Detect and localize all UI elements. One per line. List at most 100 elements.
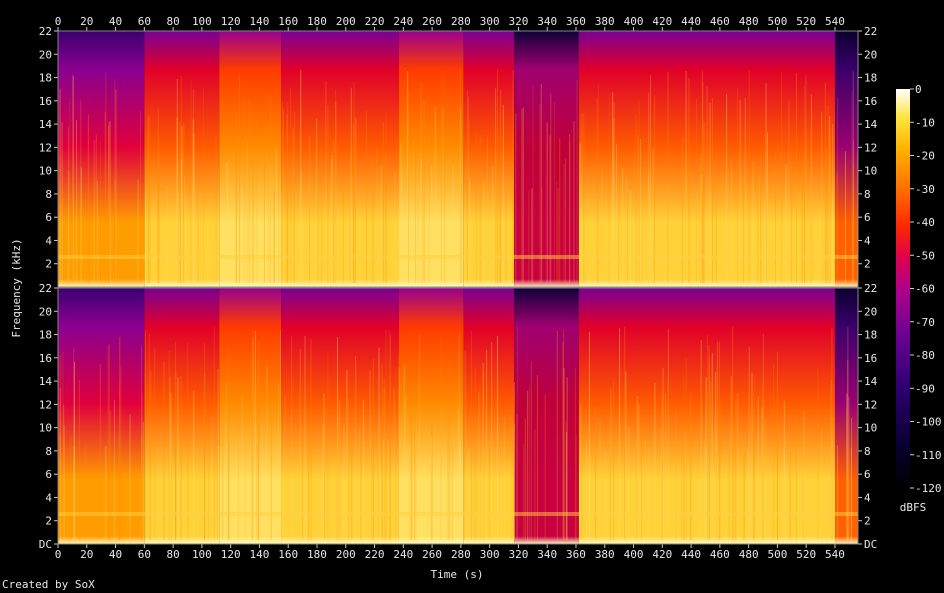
y-tick-label-left: 8 — [45, 188, 52, 201]
y-tick-label-right: 8 — [864, 188, 871, 201]
colorbar-gradient — [896, 89, 910, 488]
y-tick-label-left: 6 — [45, 468, 52, 481]
colorbar-tick-label: -80 — [915, 349, 935, 362]
x-tick-label: 340 — [537, 548, 557, 561]
x-tick-label: 540 — [825, 15, 845, 28]
spectrogram-axes: 0 0 20 20 40 40 60 60 80 80 100 100 120 120 140 140 160 1… — [39, 15, 878, 561]
y-tick-label-right: 14 — [864, 375, 878, 388]
x-tick-label: 60 — [138, 548, 151, 561]
panel-border — [57, 287, 859, 545]
y-tick-label-right: 14 — [864, 118, 878, 131]
y-tick-label-left: DC — [39, 538, 52, 551]
y-tick-label-left: 14 — [39, 118, 53, 131]
y-tick-label-right: 12 — [864, 141, 877, 154]
colorbar-tick-label: -10 — [915, 116, 935, 129]
colorbar-label: dBFS — [900, 501, 927, 514]
x-tick-label: 80 — [166, 548, 179, 561]
y-tick-label-right: 2 — [864, 515, 871, 528]
x-tick-label: 200 — [336, 548, 356, 561]
colorbar-tick-label: -110 — [915, 449, 942, 462]
x-tick-label: 20 — [80, 548, 93, 561]
y-tick-label-right: DC — [864, 538, 877, 551]
colorbar-tick-label: -120 — [915, 482, 942, 495]
x-tick-label: 280 — [451, 15, 471, 28]
credit-text: Created by SoX — [2, 578, 95, 591]
x-tick-label: 360 — [566, 15, 586, 28]
low-band — [58, 255, 858, 259]
y-tick-label-left: 18 — [39, 329, 52, 342]
spectrogram-segment — [399, 288, 464, 544]
y-tick-label-right: 6 — [864, 211, 871, 224]
y-tick-label-left: 16 — [39, 95, 52, 108]
colorbar-tick-label: -50 — [915, 249, 935, 262]
y-tick-label-right: 10 — [864, 165, 877, 178]
y-tick-label-right: 12 — [864, 398, 877, 411]
x-tick-label: 480 — [739, 15, 759, 28]
spectrogram-segment — [58, 31, 145, 287]
x-tick-label: 60 — [138, 15, 151, 28]
y-tick-label-left: 12 — [39, 398, 52, 411]
spectrogram-segment — [219, 288, 282, 544]
colorbar-tick-label: -100 — [915, 416, 942, 429]
spectrogram-segment — [144, 31, 220, 287]
x-tick-label: 440 — [681, 15, 701, 28]
x-tick-label: 80 — [166, 15, 179, 28]
spectrogram-segment — [463, 31, 515, 287]
y-tick-label-left: 10 — [39, 422, 52, 435]
spectrogram-segment — [144, 288, 220, 544]
x-tick-label: 320 — [508, 15, 528, 28]
x-tick-label: 520 — [796, 548, 816, 561]
spectrogram-segment — [834, 288, 858, 544]
spectrogram-segment — [219, 31, 282, 287]
y-tick-label-left: 16 — [39, 352, 52, 365]
y-tick-label-left: 22 — [39, 25, 52, 38]
spectrogram-segment — [578, 31, 835, 287]
x-tick-label: 300 — [480, 15, 500, 28]
y-tick-label-left: 8 — [45, 445, 52, 458]
x-tick-label: 200 — [336, 15, 356, 28]
colorbar-tick-label: -30 — [915, 183, 935, 196]
x-tick-label: 240 — [393, 548, 413, 561]
x-tick-label: 260 — [422, 548, 442, 561]
y-tick-label-left: 6 — [45, 211, 52, 224]
y-tick-label-right: 18 — [864, 72, 877, 85]
spectrogram-segment — [578, 288, 835, 544]
y-tick-label-left: 12 — [39, 141, 52, 154]
x-tick-label: 40 — [109, 548, 122, 561]
y-tick-label-right: 8 — [864, 445, 871, 458]
x-tick-label: 340 — [537, 15, 557, 28]
x-tick-label: 380 — [595, 15, 615, 28]
y-tick-label-right: 10 — [864, 422, 877, 435]
x-tick-label: 500 — [767, 15, 787, 28]
y-tick-label-right: 16 — [864, 352, 877, 365]
x-axis-title: Time (s) — [431, 568, 484, 581]
x-tick-label: 260 — [422, 15, 442, 28]
x-tick-label: 500 — [767, 548, 787, 561]
x-tick-label: 400 — [624, 548, 644, 561]
y-tick-label-left: 14 — [39, 375, 53, 388]
y-tick-label-right: 4 — [864, 234, 871, 247]
x-tick-label: 0 — [55, 15, 62, 28]
y-axis-title: Frequency (kHz) — [10, 238, 23, 337]
colorbar-tick-label: -20 — [915, 150, 935, 163]
x-tick-label: 140 — [250, 15, 270, 28]
x-tick-label: 460 — [710, 15, 730, 28]
colorbar-tick-label: -70 — [915, 316, 935, 329]
x-tick-label: 120 — [221, 548, 241, 561]
spectrogram-panels — [58, 31, 859, 544]
x-tick-label: 420 — [652, 548, 672, 561]
x-tick-label: 460 — [710, 548, 730, 561]
y-tick-label-right: 22 — [864, 25, 877, 38]
x-tick-label: 400 — [624, 15, 644, 28]
y-tick-label-right: 20 — [864, 48, 877, 61]
y-tick-label-right: 4 — [864, 491, 871, 504]
y-tick-label-left: 20 — [39, 48, 52, 61]
x-tick-label: 100 — [192, 15, 212, 28]
x-tick-label: 280 — [451, 548, 471, 561]
x-tick-label: 540 — [825, 548, 845, 561]
y-tick-label-right: 20 — [864, 305, 877, 318]
x-tick-label: 300 — [480, 548, 500, 561]
y-tick-label-left: 18 — [39, 72, 52, 85]
x-tick-label: 440 — [681, 548, 701, 561]
